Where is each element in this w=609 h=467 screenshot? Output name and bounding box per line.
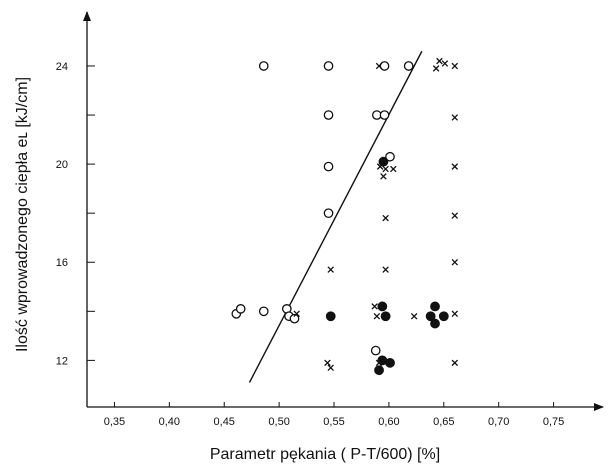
y-tick-label: 16 bbox=[56, 257, 68, 269]
cross-point bbox=[451, 310, 459, 318]
open-circle-point bbox=[258, 306, 269, 317]
x-tick-label: 0,50 bbox=[268, 416, 289, 428]
open-circle-point bbox=[385, 151, 395, 162]
y-tick-label: 24 bbox=[56, 61, 68, 73]
chart-axes bbox=[83, 11, 604, 411]
y-tick-label: 20 bbox=[56, 159, 68, 171]
x-tick-label: 0,35 bbox=[104, 416, 125, 428]
filled-circle-point bbox=[430, 301, 440, 312]
cross-point bbox=[451, 62, 459, 70]
y-axis-label: Ilość wprowadzonego ciepła eʟ [kJ/cm] bbox=[14, 77, 31, 352]
open-circle-point bbox=[379, 110, 390, 120]
cross-point bbox=[324, 359, 331, 367]
cross-point bbox=[382, 266, 389, 273]
x-axis-label: Parametr pękania ( P-T/600) [%] bbox=[210, 446, 440, 463]
data-points bbox=[231, 57, 459, 376]
axis-ticks: 0,35 0,40 0,45 0,50 0,55 0,60 0,65 0,70 0,75 12 16… bbox=[56, 61, 565, 428]
filled-circle-point bbox=[385, 357, 395, 368]
cross-point bbox=[371, 303, 378, 310]
open-circle-point bbox=[403, 61, 414, 71]
cross-point bbox=[380, 173, 387, 180]
open-circle-point bbox=[370, 345, 381, 356]
filled-circle-point bbox=[374, 365, 384, 376]
x-tick-label: 0,45 bbox=[214, 416, 235, 428]
filled-circle-point bbox=[325, 311, 336, 322]
cross-point bbox=[375, 359, 383, 367]
filled-circle-point bbox=[378, 156, 389, 167]
open-circle-point bbox=[323, 61, 334, 71]
cross-point bbox=[373, 312, 381, 320]
cross-point bbox=[451, 359, 459, 367]
cross-point bbox=[436, 57, 443, 65]
filled-circle-point bbox=[430, 318, 440, 329]
trend-line bbox=[248, 50, 423, 383]
open-circle-point bbox=[289, 313, 300, 324]
filled-circle-point bbox=[425, 311, 436, 322]
open-circle-point bbox=[258, 61, 269, 71]
x-tick-label: 0,60 bbox=[378, 416, 399, 428]
cross-point bbox=[375, 62, 383, 70]
cross-point bbox=[382, 214, 389, 222]
cross-point bbox=[432, 65, 440, 72]
cross-point bbox=[451, 114, 459, 121]
cross-point bbox=[390, 165, 397, 173]
open-circle-point bbox=[323, 208, 334, 219]
filled-circle-point bbox=[438, 311, 449, 322]
y-tick-label: 12 bbox=[56, 355, 68, 367]
filled-circle-point bbox=[377, 301, 388, 312]
cross-point bbox=[327, 364, 334, 372]
open-circle-point bbox=[379, 61, 390, 71]
x-tick-label: 0,65 bbox=[433, 416, 454, 428]
x-tick-label: 0,75 bbox=[543, 416, 564, 428]
cross-point bbox=[451, 212, 459, 219]
cross-point bbox=[451, 163, 459, 170]
filled-circle-point bbox=[380, 311, 391, 322]
trend-line-group bbox=[248, 50, 423, 383]
cross-point bbox=[376, 163, 384, 170]
cross-point bbox=[382, 165, 389, 173]
x-tick-label: 0,70 bbox=[488, 416, 509, 428]
x-tick-label: 0,55 bbox=[323, 416, 344, 428]
cross-point bbox=[293, 310, 300, 318]
cross-point bbox=[410, 312, 418, 320]
cross-point bbox=[327, 266, 334, 273]
cross-point bbox=[441, 60, 449, 67]
open-circle-point bbox=[323, 161, 334, 172]
x-tick-label: 0,40 bbox=[159, 416, 180, 428]
cross-point bbox=[451, 258, 459, 266]
open-circle-point bbox=[235, 304, 246, 314]
open-circle-point bbox=[323, 110, 334, 120]
